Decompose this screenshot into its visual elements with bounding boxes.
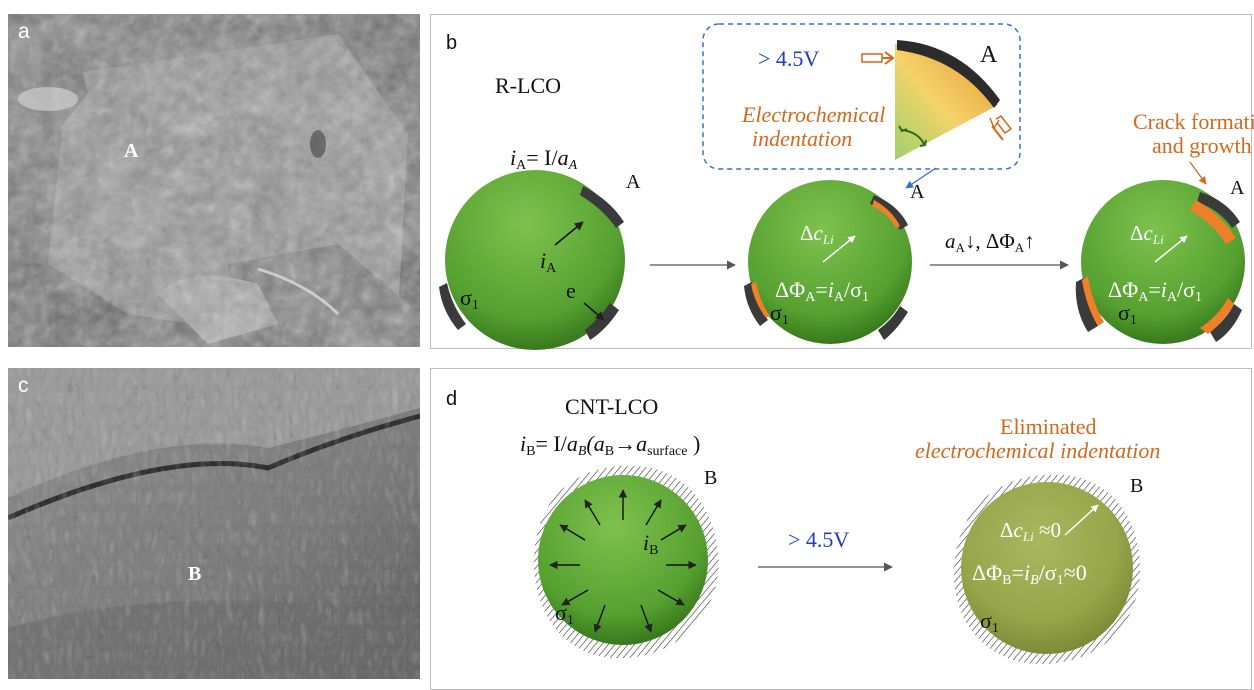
inset-text-line1: Electrochemical: [741, 102, 885, 127]
inset-text-line2: indentation: [752, 126, 852, 151]
particle-rlco-cracked: [1075, 180, 1245, 344]
particle-letter-b-1: B: [704, 467, 717, 489]
sigma-label-d1: σ1: [555, 600, 574, 628]
delta-phi-label-d: ΔΦB=iB/σ1≈0: [972, 560, 1087, 588]
eliminated-line2: electrochemical indentation: [915, 438, 1160, 463]
delta-phi-label-2: ΔΦA=iA/σ1: [775, 277, 869, 305]
sem-image-c: c B: [8, 368, 420, 679]
delta-phi-label-3: ΔΦA=iA/σ1: [1108, 277, 1202, 305]
panel-label-d: d: [446, 388, 458, 410]
particle-letter-a-2: A: [910, 181, 925, 203]
crack-text-line1: Crack formation: [1133, 109, 1254, 134]
sigma-label-d2: σ1: [980, 608, 999, 636]
current-equation-a: iA= I/aA: [510, 145, 578, 173]
electron-label: e: [566, 278, 576, 303]
sigma-label-2: σ1: [770, 300, 789, 328]
sample-label-cntlco: CNT-LCO: [565, 394, 658, 419]
current-arrow-label-b: iB: [643, 530, 658, 558]
inset-voltage: > 4.5V: [758, 46, 819, 71]
sigma-label-3: σ1: [1118, 300, 1137, 328]
sample-label-rlco: R-LCO: [495, 73, 561, 98]
particle-cntlco-cycled: [953, 474, 1141, 665]
delta-c-label-3: ΔcLi: [1130, 221, 1164, 247]
particle-letter-a-1: A: [626, 171, 641, 193]
particle-letter-b-2: B: [1130, 475, 1143, 497]
crack-text-line2: and growth: [1152, 133, 1252, 158]
voltage-label-d: > 4.5V: [788, 527, 849, 552]
inset-wedge: [861, 40, 1013, 160]
delta-c-label-2: ΔcLi: [800, 221, 834, 247]
particle-rlco-stressed: [744, 180, 912, 344]
sigma-label-1: σ1: [460, 285, 479, 313]
particle-letter-a-3: A: [1230, 177, 1245, 199]
current-equation-b: iB= I/aB(aB→asurface ): [520, 431, 700, 459]
panel-label-b: b: [446, 32, 458, 54]
crack-pointer: [1189, 161, 1207, 185]
current-arrow-label-1: iA: [540, 248, 557, 276]
region-label-a: A: [124, 140, 139, 162]
inset-pointer: [905, 167, 937, 189]
sem-image-a: a A: [8, 14, 420, 347]
panel-label-a: a: [18, 20, 30, 43]
particle-rlco-initial: [439, 170, 625, 350]
delta-c-label-d: ΔcLi ≈0: [1000, 518, 1061, 544]
particle-cntlco-initial: [533, 465, 719, 659]
panel-label-c: c: [18, 374, 29, 397]
inset-letter-a: A: [980, 42, 998, 68]
eliminated-line1: Eliminated: [1000, 414, 1097, 439]
transition-label: aA↓, ΔΦA↑: [945, 229, 1035, 255]
region-label-c: B: [188, 563, 202, 585]
